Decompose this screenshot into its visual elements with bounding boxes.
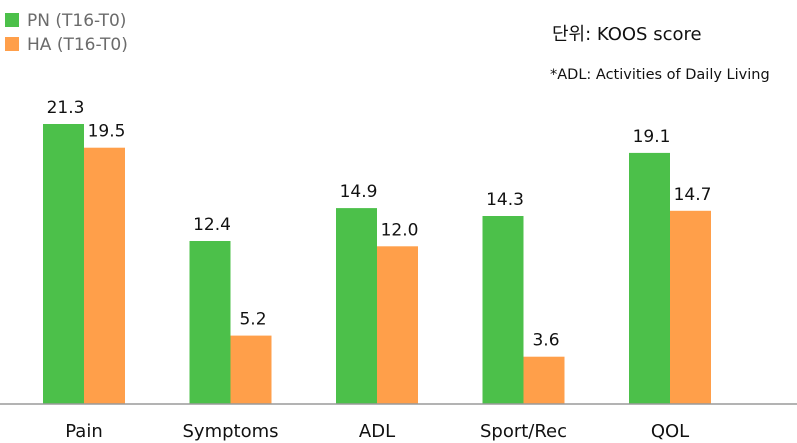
value-label-ha-sport-rec: 3.6 [532, 331, 559, 351]
bar-pn-pain [43, 124, 84, 404]
category-labels-layer: Pain Symptoms ADL Sport/Rec QOL [65, 421, 689, 442]
bar-ha-pain [84, 147, 125, 404]
bar-pn-qol [629, 152, 670, 404]
bar-pn-adl [336, 208, 377, 404]
unit-note: 단위: KOOS score [552, 24, 702, 45]
legend-swatch-ha [5, 37, 19, 51]
bar-pn-sport-rec [482, 216, 524, 404]
value-label-pn-adl: 14.9 [340, 182, 378, 202]
value-label-ha-pain: 19.5 [88, 122, 126, 142]
value-label-pn-pain: 21.3 [47, 98, 85, 118]
bar-ha-qol [670, 210, 711, 404]
category-label-qol: QOL [651, 421, 689, 442]
category-label-adl: ADL [359, 421, 395, 442]
adl-annotation: *ADL: Activities of Daily Living [550, 67, 770, 83]
legend: PN (T16-T0) HA (T16-T0) [5, 11, 128, 55]
category-label-sport-rec: Sport/Rec [480, 421, 567, 442]
value-label-pn-sport-rec: 14.3 [486, 190, 524, 210]
legend-label-ha: HA (T16-T0) [27, 35, 128, 55]
bar-ha-sport-rec [523, 356, 565, 404]
bar-pn-symptoms [189, 241, 231, 404]
legend-swatch-pn [5, 13, 19, 27]
value-label-pn-qol: 19.1 [633, 127, 671, 147]
category-label-symptoms: Symptoms [182, 421, 278, 442]
bar-ha-symptoms [230, 335, 272, 404]
value-label-pn-symptoms: 12.4 [193, 215, 231, 235]
category-label-pain: Pain [65, 421, 103, 442]
value-label-ha-symptoms: 5.2 [239, 310, 266, 330]
value-label-ha-adl: 12.0 [381, 220, 419, 240]
bar-ha-adl [377, 246, 418, 404]
value-labels-layer: 21.319.5 12.4 5.2 14.912.0 14.3 3.6 19.1 14.7 [47, 98, 712, 351]
legend-label-pn: PN (T16-T0) [27, 11, 126, 31]
bars-layer [43, 124, 711, 404]
value-label-ha-qol: 14.7 [674, 185, 712, 205]
